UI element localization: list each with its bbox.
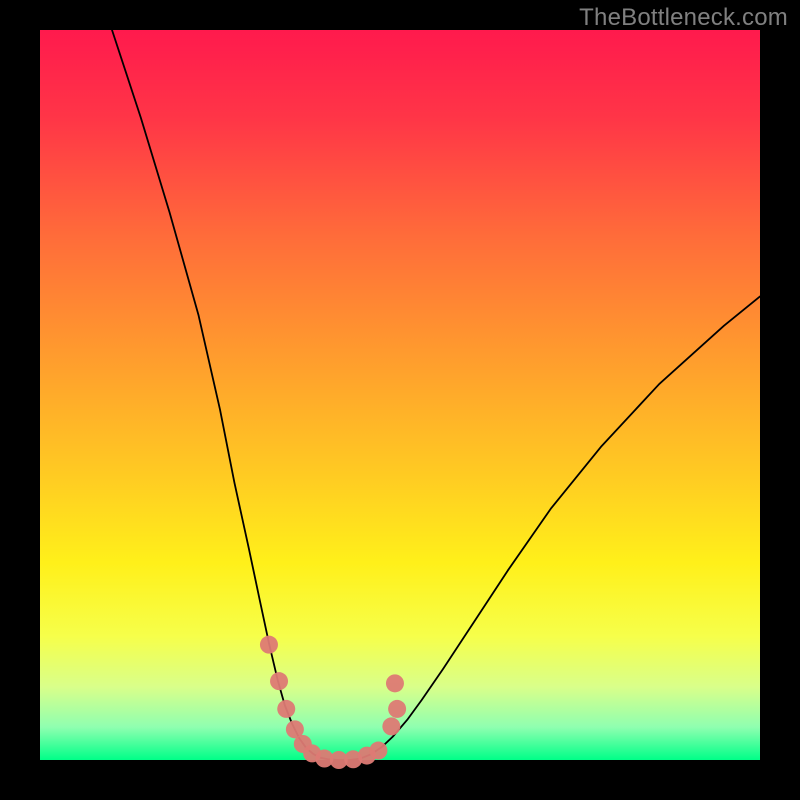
data-marker <box>270 672 288 690</box>
chart-stage: TheBottleneck.com <box>0 0 800 800</box>
watermark-text: TheBottleneck.com <box>579 4 788 32</box>
data-marker <box>277 700 295 718</box>
data-marker <box>382 717 400 735</box>
chart-svg <box>0 0 800 800</box>
data-marker <box>388 700 406 718</box>
data-marker <box>369 742 387 760</box>
data-marker <box>260 636 278 654</box>
data-marker <box>386 674 404 692</box>
